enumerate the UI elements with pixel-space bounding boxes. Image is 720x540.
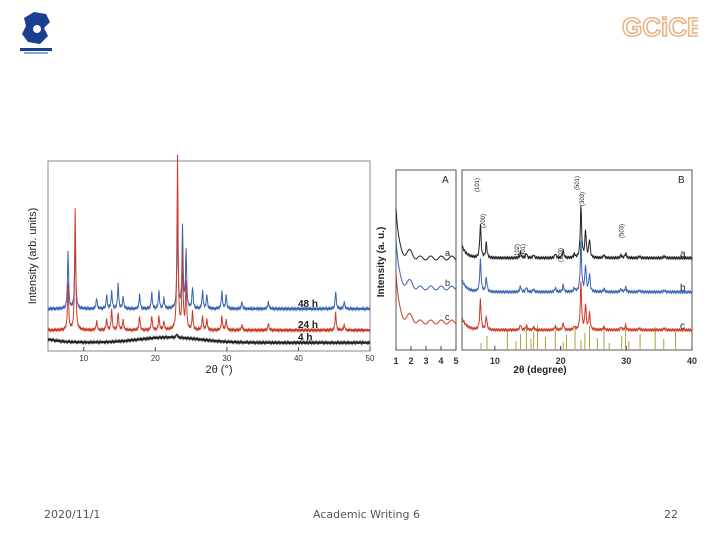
panel-b-series-line-b — [461, 240, 693, 295]
left-x-tick-label: 30 — [222, 354, 231, 363]
institute-logo-icon — [20, 12, 52, 54]
footer-course: Academic Writing 6 — [313, 508, 420, 521]
panel-a-y-axis-label: Intensity (a. u.) — [376, 227, 387, 298]
panel-a-series-line-c — [395, 272, 457, 325]
panel-b-x-tick-label: 30 — [621, 356, 631, 366]
panel-b-x-axis-label: 2θ (degree) — [513, 365, 566, 376]
panel-b-peak-annotation: (303) — [580, 192, 586, 206]
panel-a-label: A — [442, 175, 449, 186]
footer-page-number: 22 — [664, 508, 678, 521]
left-y-axis-label: Intensity (arb. units) — [27, 208, 39, 305]
panel-b-peak-annotation: (103) — [559, 248, 565, 262]
panel-a-series-group: a b c — [395, 208, 457, 325]
panel-a-x-tick-label: 5 — [453, 356, 458, 366]
left-ticks-group: 10 20 30 40 50 — [79, 347, 375, 363]
panel-a-x-tick-label: 4 — [438, 356, 443, 366]
panel-b-x-tick-label: 40 — [687, 356, 697, 366]
left-x-tick-label: 50 — [366, 354, 375, 363]
left-x-tick-label: 40 — [294, 354, 303, 363]
panel-b-chart: abc (101)(200)(102) (301) (103)(501)(303)(… — [461, 169, 697, 376]
left-plot-frame — [47, 160, 371, 352]
left-x-axis-label: 2θ (°) — [205, 364, 232, 376]
panel-b-x-tick-label: 20 — [556, 356, 566, 366]
panel-a-series-line-b — [395, 238, 457, 291]
left-legend-label: 24 h — [298, 320, 318, 331]
panel-b-peak-annotation: (501) — [575, 176, 581, 190]
panel-b-series-group: a b c — [461, 205, 693, 333]
panel-a-series-line-a — [395, 208, 457, 261]
panel-a-x-tick-label: 2 — [408, 356, 413, 366]
panel-b-series-label: b — [680, 283, 686, 294]
panel-b-series-line-c — [461, 281, 693, 333]
left-series-line-2 — [47, 154, 371, 334]
left-chart: 10 20 30 40 50 2θ (°) Intensity (arb. units)… — [27, 154, 375, 376]
gcice-logo: GCiCE — [620, 10, 705, 44]
left-series-line-3 — [47, 333, 371, 346]
left-legend-label: 4 h — [298, 333, 312, 344]
panel-a-series-label: a — [445, 248, 450, 258]
panel-b-series-label: c — [680, 321, 685, 332]
panel-b-peak-annotation: (503) — [620, 224, 626, 238]
gcice-logo-icon: GCiCE — [621, 11, 705, 43]
left-x-tick-label: 10 — [79, 354, 88, 363]
left-series-group — [47, 154, 371, 346]
left-series-line-1 — [47, 208, 371, 312]
panel-b-ticks-group: 10 20 30 40 — [490, 346, 697, 366]
panel-b-peak-annotation: (200) — [481, 214, 487, 228]
panel-a-x-tick-label: 1 — [393, 356, 398, 366]
panel-a-series-label: c — [445, 312, 450, 322]
footer-date: 2020/11/1 — [44, 508, 101, 521]
panel-b-label: B — [678, 175, 685, 186]
left-legend: 48 h 24 h 4 h — [298, 299, 318, 344]
panel-b-peak-annotation: (301) — [521, 244, 527, 258]
panel-b-annotations: (101) (200) (102) (301) (103) (501) (303) (503) — [475, 176, 625, 262]
panel-b-x-tick-label: 10 — [490, 356, 500, 366]
panel-a-x-tick-label: 3 — [423, 356, 428, 366]
panel-a-series-label: b — [445, 278, 450, 288]
left-legend-label: 48 h — [298, 299, 318, 310]
panel-b-peak-annotation: (101) — [475, 178, 481, 192]
left-x-tick-label: 20 — [151, 354, 160, 363]
panel-b-series-line-a — [461, 205, 693, 261]
gcice-logo-text: GCiCE — [622, 12, 698, 42]
panel-b-frame — [461, 169, 693, 351]
panel-b-peak-annotation: (102) — [515, 244, 521, 258]
panel-b-series-label: a — [680, 249, 686, 260]
